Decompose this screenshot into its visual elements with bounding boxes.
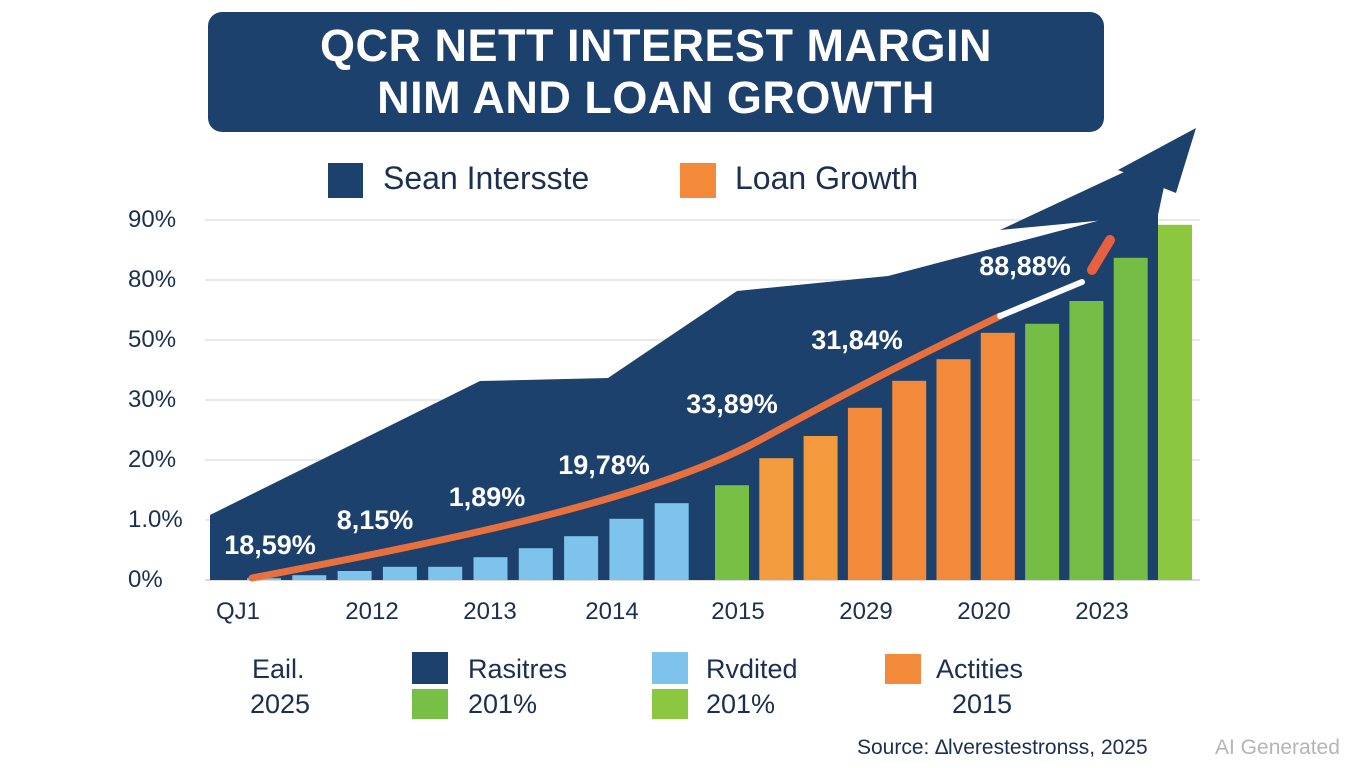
bar <box>609 518 644 580</box>
bottom-swatch-lime <box>652 689 688 719</box>
bar <box>847 407 882 580</box>
data-label: 31,84% <box>811 325 903 355</box>
bar <box>1158 224 1192 581</box>
bar <box>428 566 463 580</box>
bottom-legend-rvdited: Rvdited <box>706 654 798 684</box>
bottom-legend-lime: 201% <box>706 689 776 719</box>
bar <box>292 575 327 580</box>
bar <box>715 485 749 580</box>
trend-arrow-shaft <box>1000 160 1165 230</box>
title-line-1: QCR NETT INTEREST MARGIN <box>320 20 992 71</box>
bottom-legend-left-2: 2025 <box>250 689 311 719</box>
ai-generated-watermark: AI Generated <box>1215 736 1340 759</box>
x-tick-label: 2014 <box>585 598 639 625</box>
legend-swatch-loan-growth <box>680 163 716 198</box>
source-note: Source: ∆lverestestronss, 2025 <box>857 736 1148 759</box>
bar <box>803 436 838 580</box>
x-tick-label: QJ1 <box>215 598 261 625</box>
bar <box>473 557 508 580</box>
bar <box>518 548 553 580</box>
bottom-legend-rasitres: Rasitres <box>468 654 568 684</box>
x-tick-label: 2015 <box>711 598 765 625</box>
bottom-swatch-rasitres <box>412 652 448 684</box>
x-tick-label: 2029 <box>839 598 893 625</box>
x-tick-label: 2023 <box>1075 598 1129 625</box>
bar <box>382 566 417 580</box>
y-tick-label: 1.0% <box>128 506 183 533</box>
bottom-legend-green: 201% <box>468 689 538 719</box>
bottom-swatch-orange <box>885 654 921 684</box>
loan-growth-curve <box>248 312 1004 582</box>
data-label: 33,89% <box>686 389 778 419</box>
x-tick-label: 2020 <box>957 598 1011 625</box>
bottom-legend-actities: Actities <box>936 654 1024 684</box>
legend-swatch-nim <box>328 163 363 198</box>
bottom-swatch-green <box>412 689 448 719</box>
y-tick-label: 80% <box>128 266 177 293</box>
data-label: 18,59% <box>224 530 316 560</box>
bar <box>337 571 372 580</box>
bar <box>980 332 1015 580</box>
y-tick-label: 20% <box>128 446 177 473</box>
bottom-swatch-light-blue <box>652 652 688 684</box>
data-label: 1,89% <box>448 482 526 512</box>
bar <box>1113 257 1148 580</box>
y-tick-label: 50% <box>128 326 177 353</box>
data-label: 88,88% <box>979 251 1071 281</box>
bar <box>1025 323 1060 580</box>
loan-growth-curve-tip <box>1087 235 1115 275</box>
data-label: 8,15% <box>336 505 414 535</box>
title-line-2: NIM AND LOAN GROWTH <box>377 72 935 123</box>
legend-label-nim: Sean Intersste <box>383 160 590 196</box>
data-label: 19,78% <box>558 450 650 480</box>
y-tick-label: 0% <box>128 566 163 593</box>
legend-label-loan-growth: Loan Growth <box>735 160 919 196</box>
x-tick-label: 2013 <box>463 598 517 625</box>
y-tick-label: 90% <box>128 206 177 233</box>
bottom-legend-left-1: Eail. <box>252 654 305 684</box>
bar <box>936 359 971 580</box>
x-tick-label: 2012 <box>345 598 399 625</box>
loan-growth-curve-highlight <box>997 279 1085 319</box>
bar <box>654 503 689 580</box>
bar <box>892 380 927 580</box>
chart-title: QCR NETT INTEREST MARGIN NIM AND LOAN GR… <box>208 12 1104 132</box>
bottom-legend-2015: 2015 <box>952 689 1013 719</box>
bar <box>564 536 599 580</box>
y-tick-label: 30% <box>128 386 177 413</box>
bar <box>759 458 794 580</box>
bar <box>1069 301 1104 580</box>
